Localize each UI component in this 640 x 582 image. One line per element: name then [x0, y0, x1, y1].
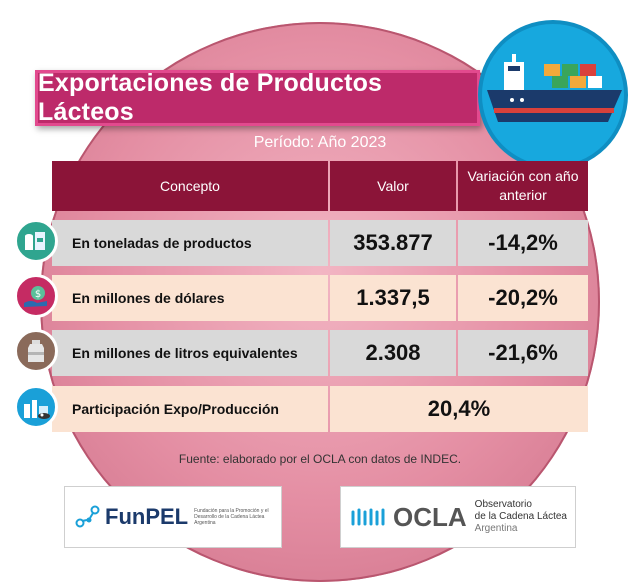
row-3-concept: En millones de litros equivalentes [52, 330, 328, 376]
funpel-tagline: Fundación para la Promoción y el Desarro… [194, 508, 269, 526]
row-3-value: 2.308 [330, 330, 456, 376]
header-variacion: Variación con año anterior [458, 161, 588, 211]
header-concepto: Concepto [52, 161, 328, 211]
source-note: Fuente: elaborado por el OCLA con datos … [178, 452, 462, 466]
row-1-concept: En toneladas de productos [52, 220, 328, 266]
dairy-products-icon [14, 219, 58, 263]
row-4-value: 20,4% [330, 386, 588, 432]
money-hand-icon: $ [14, 274, 58, 318]
period-label: Período: Año 2023 [253, 134, 387, 151]
header-valor: Valor [330, 161, 456, 211]
cargo-ship-icon [478, 20, 628, 170]
factory-icon [14, 385, 58, 429]
row-1-value: 353.877 [330, 220, 456, 266]
svg-text:$: $ [35, 289, 41, 300]
ocla-logo: OCLA Observatorio de la Cadena Láctea Ar… [340, 486, 576, 548]
row-2-value: 1.337,5 [330, 275, 456, 321]
ocla-wave-icon [351, 508, 385, 526]
funpel-network-icon [75, 505, 100, 528]
ocla-line1: Observatorio [474, 499, 532, 510]
row-3-variation: -21,6% [458, 330, 588, 376]
row-4-concept: Participación Expo/Producción [52, 386, 328, 432]
row-2-variation: -20,2% [458, 275, 588, 321]
page-title: Exportaciones de Productos Lácteos [38, 69, 383, 126]
funpel-name: FunPEL [105, 504, 189, 529]
row-1-variation: -14,2% [458, 220, 588, 266]
milk-can-icon [14, 329, 58, 373]
ocla-name: OCLA [393, 501, 467, 532]
funpel-logo: FunPEL Fundación para la Promoción y el … [64, 486, 282, 548]
ocla-line3: Argentina [474, 523, 518, 534]
title-banner: Exportaciones de Productos Lácteos [35, 69, 480, 126]
ocla-line2: de la Cadena Láctea [474, 511, 567, 522]
row-2-concept: En millones de dólares [52, 275, 328, 321]
